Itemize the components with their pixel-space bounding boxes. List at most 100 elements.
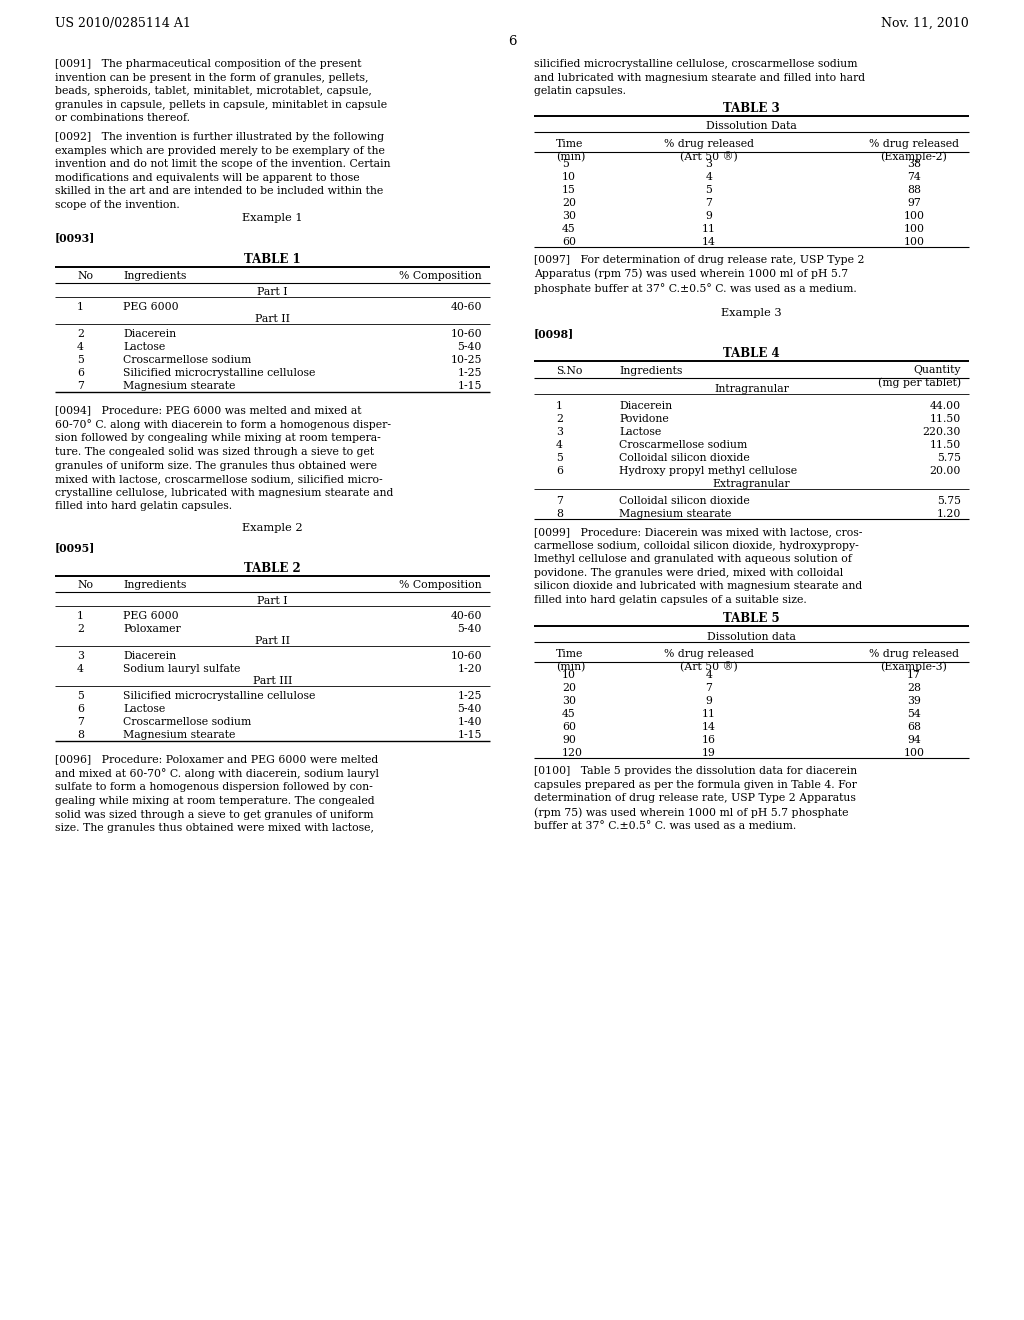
Text: 1-15: 1-15 bbox=[458, 730, 482, 741]
Text: Magnesium stearate: Magnesium stearate bbox=[123, 381, 236, 391]
Text: % drug released
(Art 50 ®): % drug released (Art 50 ®) bbox=[664, 649, 754, 672]
Text: Diacerein: Diacerein bbox=[123, 651, 176, 661]
Text: 3: 3 bbox=[706, 158, 713, 169]
Text: 4: 4 bbox=[77, 342, 84, 352]
Text: Ingredients: Ingredients bbox=[618, 366, 682, 376]
Text: 45: 45 bbox=[562, 709, 575, 719]
Text: No: No bbox=[77, 271, 93, 281]
Text: 9: 9 bbox=[706, 696, 713, 706]
Text: 5-40: 5-40 bbox=[458, 624, 482, 634]
Text: 30: 30 bbox=[562, 211, 575, 220]
Text: 7: 7 bbox=[77, 717, 84, 727]
Text: Part III: Part III bbox=[253, 676, 292, 686]
Text: 40-60: 40-60 bbox=[451, 302, 482, 312]
Text: S.No: S.No bbox=[556, 366, 583, 376]
Text: 7: 7 bbox=[556, 496, 563, 506]
Text: Extragranular: Extragranular bbox=[713, 479, 791, 488]
Text: 94: 94 bbox=[907, 735, 921, 744]
Text: Example 3: Example 3 bbox=[721, 308, 781, 318]
Text: 60: 60 bbox=[562, 722, 575, 733]
Text: 5: 5 bbox=[556, 453, 563, 463]
Text: 100: 100 bbox=[903, 211, 925, 220]
Text: [0096]   Procedure: Poloxamer and PEG 6000 were melted
and mixed at 60-70° C. al: [0096] Procedure: Poloxamer and PEG 6000… bbox=[55, 754, 379, 833]
Text: Part II: Part II bbox=[255, 636, 290, 645]
Text: 45: 45 bbox=[562, 224, 575, 234]
Text: 5: 5 bbox=[77, 690, 84, 701]
Text: [0091]   The pharmaceutical composition of the present
invention can be present : [0091] The pharmaceutical composition of… bbox=[55, 59, 387, 123]
Text: 20.00: 20.00 bbox=[930, 466, 961, 477]
Text: TABLE 1: TABLE 1 bbox=[244, 253, 301, 267]
Text: Nov. 11, 2010: Nov. 11, 2010 bbox=[882, 17, 969, 30]
Text: 19: 19 bbox=[702, 748, 716, 758]
Text: 15: 15 bbox=[562, 185, 575, 195]
Text: [0099]   Procedure: Diacerein was mixed with lactose, cros-
carmellose sodium, c: [0099] Procedure: Diacerein was mixed wi… bbox=[534, 527, 862, 605]
Text: 6: 6 bbox=[508, 36, 516, 48]
Text: 74: 74 bbox=[907, 172, 921, 182]
Text: Lactose: Lactose bbox=[618, 426, 662, 437]
Text: Lactose: Lactose bbox=[123, 342, 165, 352]
Text: 5.75: 5.75 bbox=[937, 496, 961, 506]
Text: TABLE 3: TABLE 3 bbox=[723, 102, 780, 115]
Text: 6: 6 bbox=[77, 704, 84, 714]
Text: 28: 28 bbox=[907, 682, 921, 693]
Text: 4: 4 bbox=[706, 172, 713, 182]
Text: 100: 100 bbox=[903, 238, 925, 247]
Text: 5: 5 bbox=[706, 185, 713, 195]
Text: [0094]   Procedure: PEG 6000 was melted and mixed at
60-70° C. along with diacer: [0094] Procedure: PEG 6000 was melted an… bbox=[55, 405, 393, 511]
Text: 60: 60 bbox=[562, 238, 575, 247]
Text: Magnesium stearate: Magnesium stearate bbox=[123, 730, 236, 741]
Text: PEG 6000: PEG 6000 bbox=[123, 302, 178, 312]
Text: Magnesium stearate: Magnesium stearate bbox=[618, 510, 731, 519]
Text: 9: 9 bbox=[706, 211, 713, 220]
Text: [0093]: [0093] bbox=[55, 232, 95, 243]
Text: 5-40: 5-40 bbox=[458, 342, 482, 352]
Text: Lactose: Lactose bbox=[123, 704, 165, 714]
Text: Ingredients: Ingredients bbox=[123, 579, 186, 590]
Text: Silicified microcrystalline cellulose: Silicified microcrystalline cellulose bbox=[123, 368, 315, 378]
Text: Poloxamer: Poloxamer bbox=[123, 624, 181, 634]
Text: 1.20: 1.20 bbox=[937, 510, 961, 519]
Text: 6: 6 bbox=[77, 368, 84, 378]
Text: Quantity
(mg per tablet): Quantity (mg per tablet) bbox=[878, 366, 961, 388]
Text: 220.30: 220.30 bbox=[923, 426, 961, 437]
Text: 97: 97 bbox=[907, 198, 921, 209]
Text: No: No bbox=[77, 579, 93, 590]
Text: 8: 8 bbox=[77, 730, 84, 741]
Text: 7: 7 bbox=[706, 198, 713, 209]
Text: TABLE 2: TABLE 2 bbox=[244, 562, 301, 576]
Text: 14: 14 bbox=[702, 722, 716, 733]
Text: 100: 100 bbox=[903, 748, 925, 758]
Text: 44.00: 44.00 bbox=[930, 401, 961, 411]
Text: Example 1: Example 1 bbox=[243, 213, 303, 223]
Text: 4: 4 bbox=[77, 664, 84, 675]
Text: 2: 2 bbox=[556, 414, 563, 424]
Text: 3: 3 bbox=[556, 426, 563, 437]
Text: 16: 16 bbox=[702, 735, 716, 744]
Text: % Composition: % Composition bbox=[399, 579, 482, 590]
Text: 10: 10 bbox=[562, 172, 575, 182]
Text: 68: 68 bbox=[907, 722, 921, 733]
Text: Part II: Part II bbox=[255, 314, 290, 323]
Text: 5: 5 bbox=[77, 355, 84, 366]
Text: Dissolution data: Dissolution data bbox=[707, 632, 796, 642]
Text: 3: 3 bbox=[77, 651, 84, 661]
Text: Diacerein: Diacerein bbox=[618, 401, 672, 411]
Text: 88: 88 bbox=[907, 185, 921, 195]
Text: 30: 30 bbox=[562, 696, 575, 706]
Text: [0098]: [0098] bbox=[534, 327, 574, 339]
Text: 14: 14 bbox=[702, 238, 716, 247]
Text: 1-20: 1-20 bbox=[458, 664, 482, 675]
Text: 1-40: 1-40 bbox=[458, 717, 482, 727]
Text: 100: 100 bbox=[903, 224, 925, 234]
Text: % Composition: % Composition bbox=[399, 271, 482, 281]
Text: 40-60: 40-60 bbox=[451, 611, 482, 620]
Text: 11: 11 bbox=[702, 224, 716, 234]
Text: Example 2: Example 2 bbox=[243, 523, 303, 533]
Text: 11.50: 11.50 bbox=[930, 414, 961, 424]
Text: Time
(min): Time (min) bbox=[556, 139, 586, 162]
Text: 1-15: 1-15 bbox=[458, 381, 482, 391]
Text: Ingredients: Ingredients bbox=[123, 271, 186, 281]
Text: 5: 5 bbox=[562, 158, 569, 169]
Text: 11: 11 bbox=[702, 709, 716, 719]
Text: 120: 120 bbox=[562, 748, 583, 758]
